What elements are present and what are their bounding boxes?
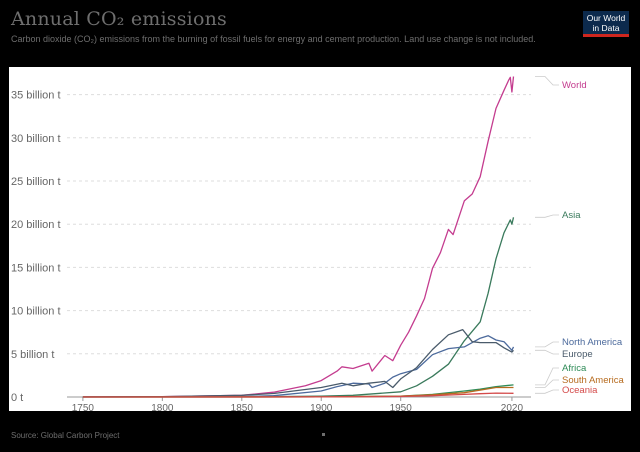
- source-note: Source: Global Carbon Project: [11, 431, 120, 440]
- footer-dot: [322, 433, 325, 436]
- owid-logo[interactable]: Our World in Data: [583, 11, 629, 37]
- series-connector-0: [535, 76, 559, 86]
- logo-line-2: in Data: [592, 23, 620, 33]
- series-connector-6: [535, 389, 559, 394]
- y-tick-label: 10 billion t: [11, 306, 61, 318]
- y-tick-label: 35 billion t: [11, 90, 61, 102]
- series-label-5: South America: [562, 375, 624, 386]
- chart-area: 0 t 5 billion t 10 billion t 15 billion t 20…: [9, 67, 631, 411]
- series-connector-5: [535, 379, 559, 388]
- series-connector-4: [535, 367, 559, 386]
- logo-line-1: Our World: [586, 13, 626, 23]
- series-line-2: [82, 335, 515, 398]
- y-tick-label: 20 billion t: [11, 219, 61, 231]
- x-tick-label: 1750: [72, 403, 95, 411]
- series-label-4: Africa: [562, 363, 587, 374]
- chart-subtitle: Carbon dioxide (CO₂) emissions from the …: [11, 34, 536, 44]
- y-tick-label: 0 t: [11, 392, 23, 404]
- chart-title: Annual CO₂ emissions: [11, 8, 227, 30]
- series-label-3: Europe: [562, 349, 593, 360]
- y-tick-label: 15 billion t: [11, 262, 61, 274]
- y-tick-label: 5 billion t: [11, 349, 54, 361]
- series-label-6: Oceania: [562, 385, 598, 396]
- line-chart: 0 t 5 billion t 10 billion t 15 billion t 20…: [11, 76, 624, 411]
- y-tick-label: 25 billion t: [11, 176, 61, 188]
- x-tick-label: 1850: [231, 403, 254, 411]
- series-line-6: [82, 392, 514, 398]
- series-line-1: [82, 217, 515, 398]
- series-label-0: World: [562, 80, 587, 91]
- series-connector-2: [535, 341, 559, 348]
- series-connector-1: [535, 214, 559, 218]
- series-label-1: Asia: [562, 210, 581, 221]
- x-tick-label: 1950: [390, 403, 413, 411]
- series-line-0: [82, 76, 515, 398]
- series-connector-3: [535, 349, 559, 355]
- x-tick-label: 1900: [310, 403, 333, 411]
- x-tick-label: 2020: [501, 403, 524, 411]
- series-label-2: North America: [562, 337, 623, 348]
- x-tick-label: 1800: [151, 403, 174, 411]
- y-tick-label: 30 billion t: [11, 133, 61, 145]
- series-line-3: [82, 328, 514, 398]
